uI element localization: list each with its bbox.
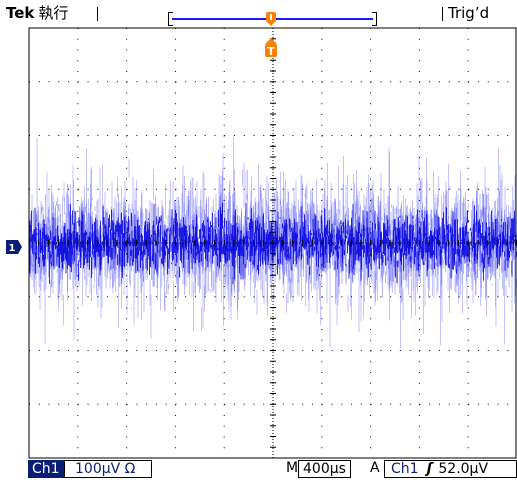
timebase-label: M [286,460,299,476]
brand-name: Tek [6,4,35,22]
acquisition-state: 執行 [38,4,69,22]
divider [442,7,443,21]
channel-1-scale-readout[interactable]: 100µV Ω [64,460,152,478]
readout-bar: Ch1 100µV Ω M 400µs A Ch1 ʃ 52.0µV [0,459,517,479]
status-bar: Tek 執行 Trig’d [0,0,517,28]
channel-scale-value: 100µV [75,461,121,477]
channel-marker-label: 1 [9,243,16,254]
trigger-status: Trig’d [448,4,490,22]
coupling-impedance-icon: Ω [124,461,136,477]
trigger-marker-label: T [267,45,275,58]
trigger-readout[interactable]: Ch1 ʃ 52.0µV [384,460,517,478]
channel-1-badge[interactable]: Ch1 [28,460,64,478]
trigger-point-icon[interactable]: T [264,38,278,58]
graticule-grid [28,27,517,459]
trigger-level: 52.0µV [438,461,489,477]
trigger-source: Ch1 [391,461,419,477]
timebase-readout[interactable]: 400µs [298,460,351,478]
trigger-position-icon[interactable] [265,12,277,26]
divider [97,7,98,21]
channel-1-ground-marker[interactable]: 1 [6,240,22,254]
record-bracket-left [168,12,173,26]
record-bracket-right [372,12,377,26]
trigger-mode-label: A [370,460,380,476]
rising-slope-icon: ʃ [426,461,433,477]
brand-label: Tek 執行 [6,4,68,22]
